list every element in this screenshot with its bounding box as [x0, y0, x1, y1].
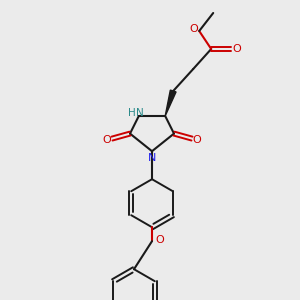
- Text: N: N: [136, 108, 144, 118]
- Text: O: O: [156, 235, 164, 245]
- Text: H: H: [128, 108, 136, 118]
- Text: O: O: [103, 135, 111, 145]
- Text: O: O: [193, 135, 201, 145]
- Polygon shape: [165, 90, 176, 116]
- Text: O: O: [190, 24, 199, 34]
- Text: N: N: [148, 153, 156, 163]
- Text: O: O: [233, 44, 242, 54]
